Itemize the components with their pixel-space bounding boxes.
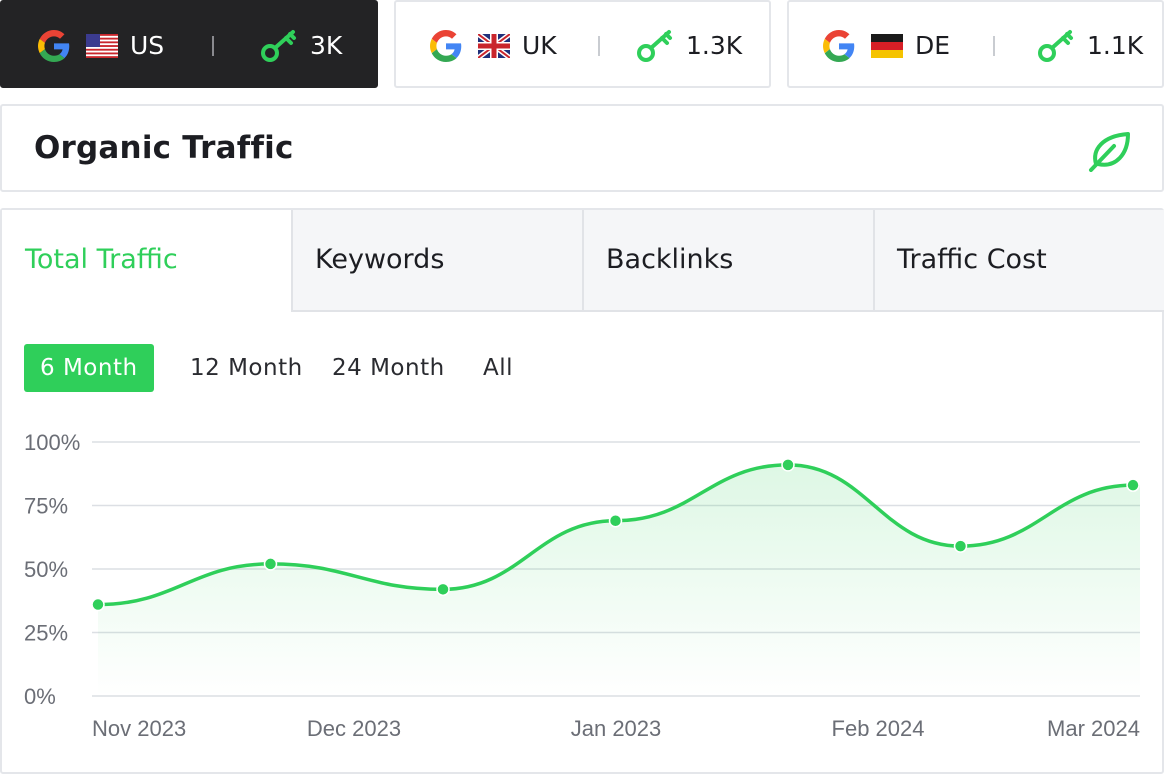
data-point[interactable]: [608, 513, 623, 528]
separator: [598, 36, 600, 56]
separator: [993, 36, 995, 56]
x-tick-label: Mar 2024: [1047, 716, 1140, 741]
tab-total-traffic[interactable]: Total Traffic: [2, 210, 293, 312]
data-point[interactable]: [781, 458, 795, 472]
keyword-count: 3K: [310, 31, 343, 60]
y-tick-label: 50%: [24, 557, 68, 582]
data-point[interactable]: [91, 597, 105, 612]
leaf-icon: [1089, 132, 1130, 172]
organic-traffic-header: Organic Traffic: [0, 104, 1164, 192]
traffic-chart: 0% 25% 50% 75% 100% Nov 2023 Dec 2023 Jan 2023…: [24, 430, 1140, 741]
tab-traffic-cost[interactable]: Traffic Cost: [873, 210, 1164, 312]
x-tick-label: Jan 2023: [571, 716, 662, 741]
us-flag-icon: [86, 34, 118, 58]
range-12-month-button[interactable]: 12 Month: [190, 355, 303, 381]
data-point[interactable]: [263, 557, 278, 571]
y-tick-label: 0%: [24, 684, 56, 709]
google-icon: [823, 30, 855, 62]
page-title: Organic Traffic: [34, 130, 294, 166]
country-card-us[interactable]: US 3K: [0, 0, 378, 88]
data-point[interactable]: [953, 539, 968, 553]
country-code: US: [130, 31, 165, 60]
data-point[interactable]: [436, 582, 450, 597]
y-tick-label: 100%: [24, 430, 80, 455]
x-tick-label: Nov 2023: [92, 716, 186, 741]
country-code: UK: [522, 31, 557, 60]
y-tick-label: 75%: [24, 494, 68, 519]
x-tick-label: Dec 2023: [307, 716, 401, 741]
separator: [212, 36, 214, 56]
range-6-month-button[interactable]: 6 Month: [24, 344, 154, 392]
de-flag-icon: [871, 34, 903, 58]
x-tick-label: Feb 2024: [832, 716, 925, 741]
key-icon: [1038, 30, 1073, 62]
country-card-uk[interactable]: UK 1.3K: [394, 0, 771, 88]
range-all-button[interactable]: All: [483, 355, 514, 381]
google-icon: [38, 30, 70, 62]
google-icon: [430, 30, 462, 62]
y-tick-label: 25%: [24, 621, 68, 646]
key-icon: [261, 30, 296, 62]
keyword-count: 1.3K: [686, 31, 743, 60]
traffic-area: [98, 464, 1140, 696]
country-code: DE: [915, 31, 951, 60]
uk-flag-icon: [478, 34, 510, 58]
tab-backlinks[interactable]: Backlinks: [582, 210, 874, 312]
range-24-month-button[interactable]: 24 Month: [332, 355, 445, 381]
traffic-panel: Total Traffic Keywords Backlinks Traffic…: [0, 208, 1164, 774]
country-card-de[interactable]: DE 1.1K: [787, 0, 1164, 88]
data-point[interactable]: [1126, 478, 1140, 492]
tab-keywords[interactable]: Keywords: [291, 210, 583, 312]
key-icon: [637, 30, 672, 62]
keyword-count: 1.1K: [1087, 31, 1144, 60]
